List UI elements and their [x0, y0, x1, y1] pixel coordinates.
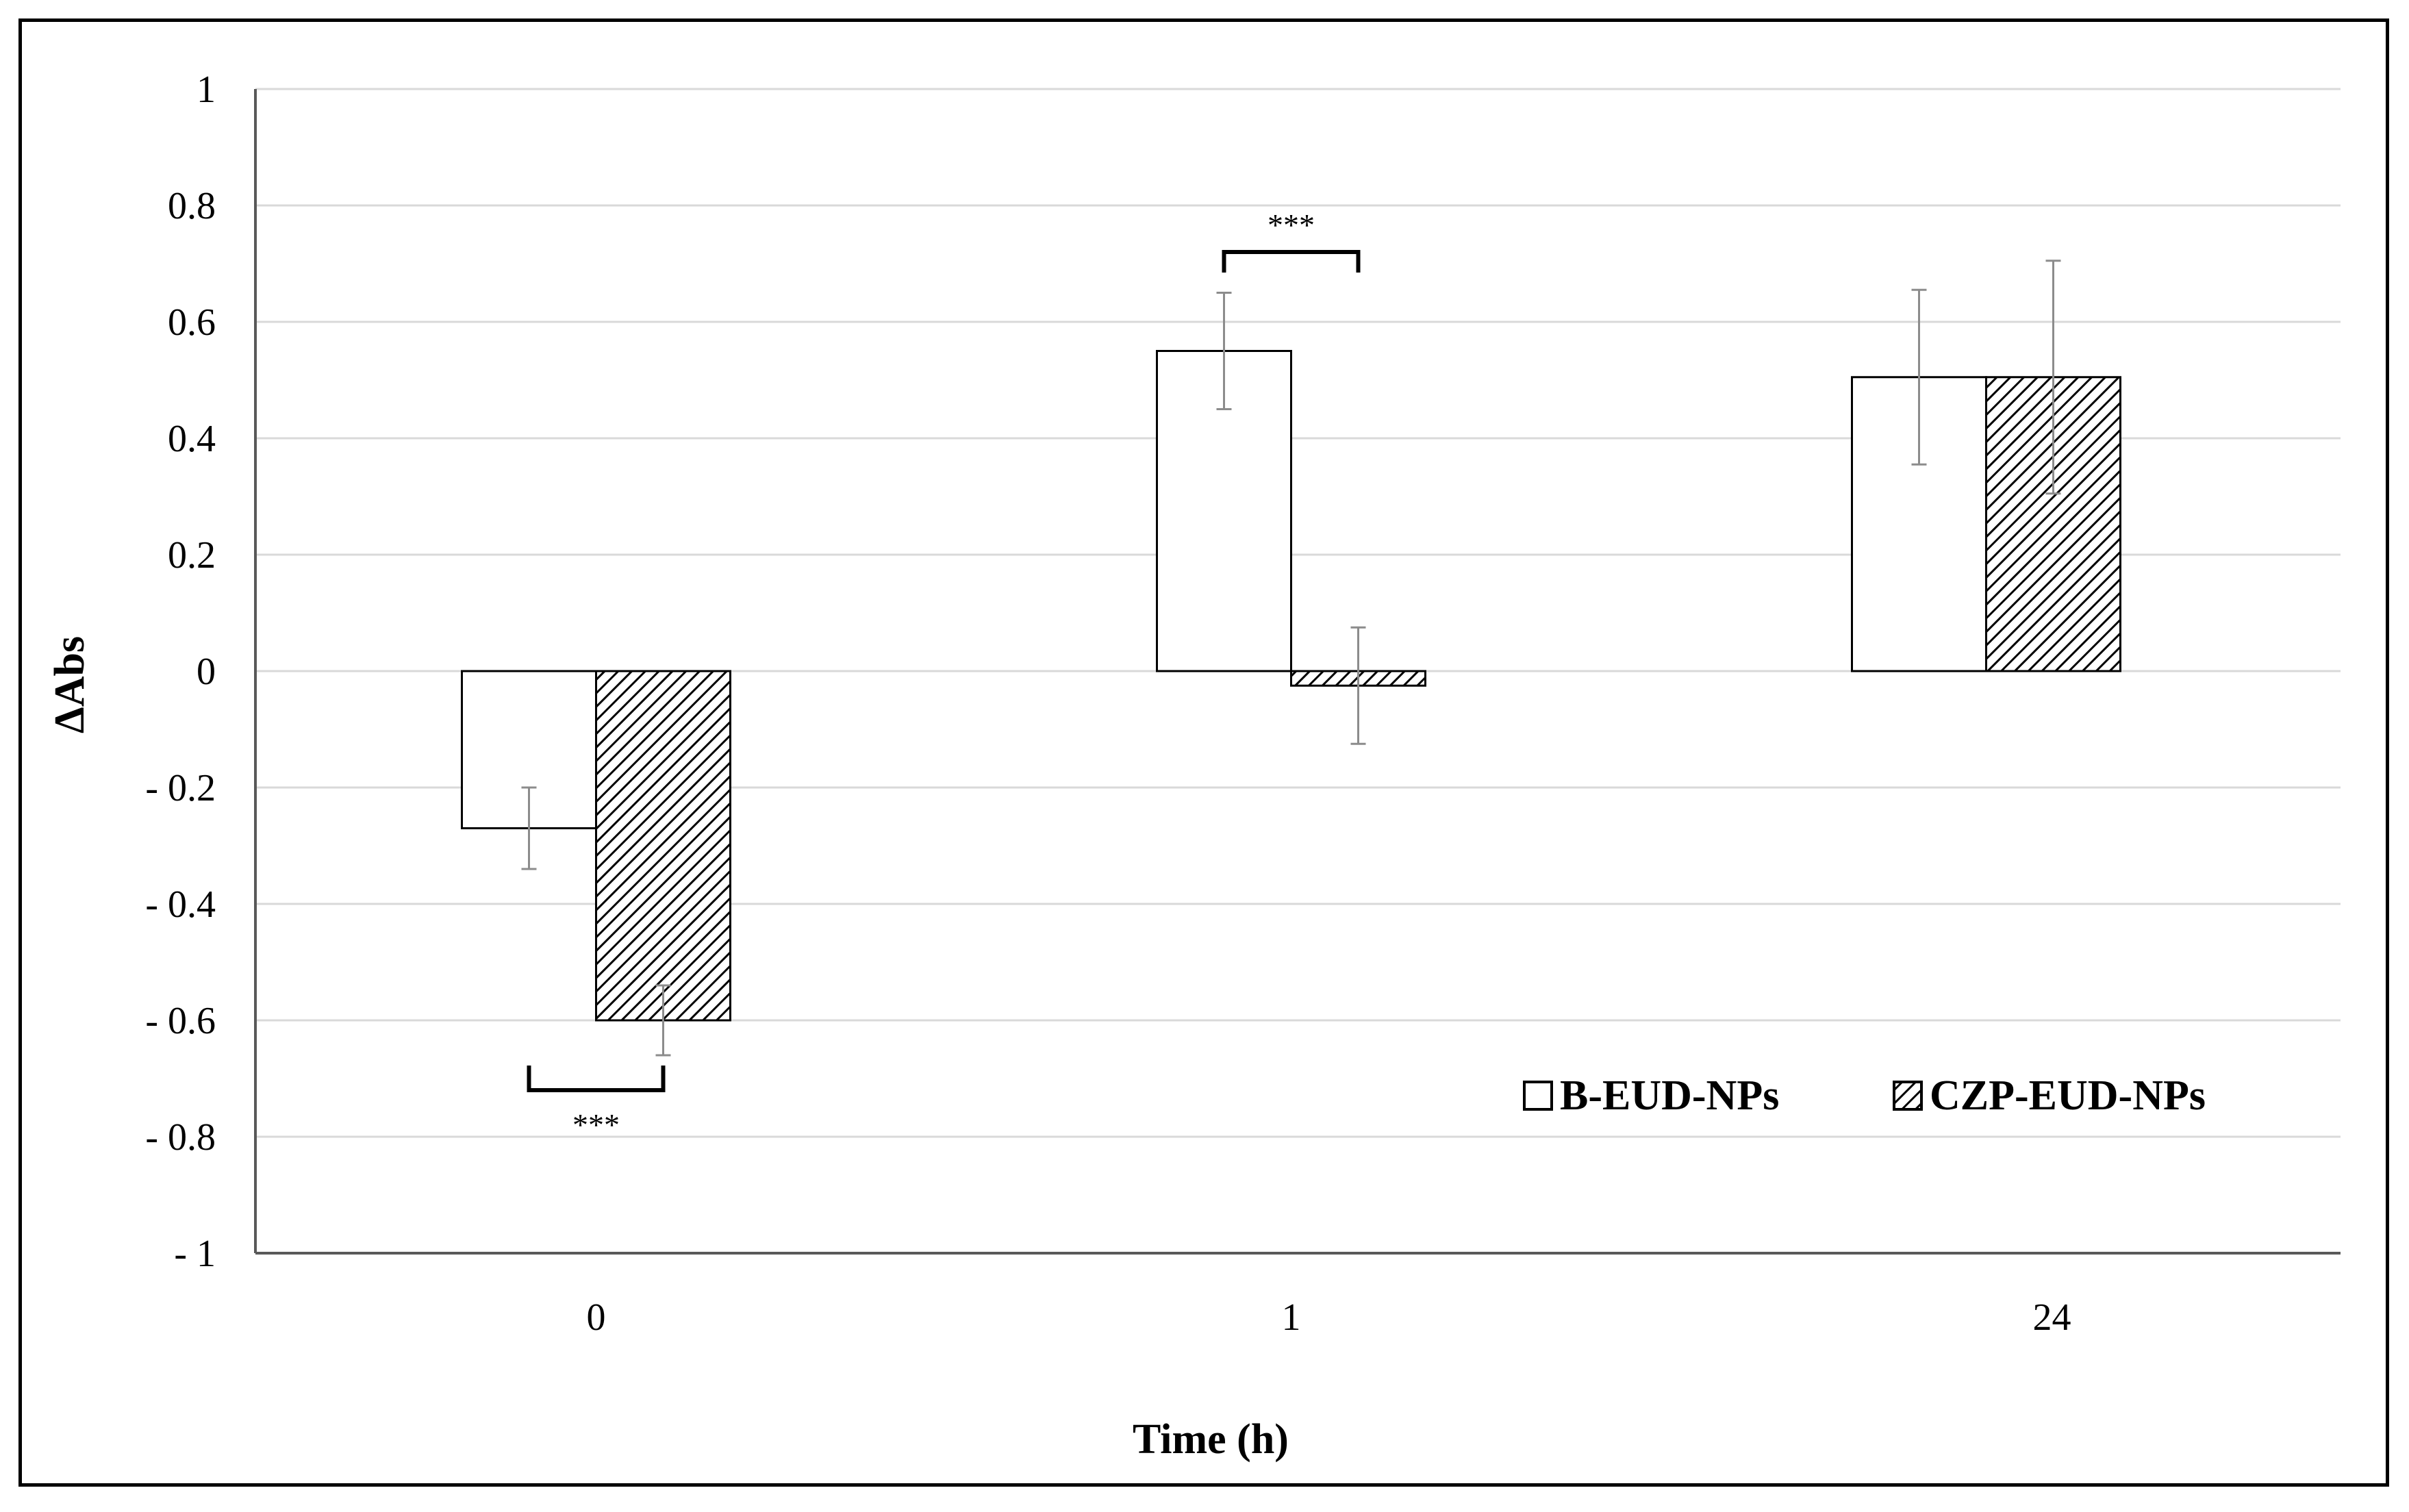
bar-b-eud-nps	[1156, 350, 1292, 672]
legend-swatch-b-eud-nps	[1523, 1081, 1553, 1111]
x-tick-label: 0	[587, 1296, 606, 1339]
y-tick-labels: 1 0.8 0.6 0.4 0.2 0 - 0.2 - 0.4 - 0.6 - 0.8 - 1	[145, 68, 216, 1275]
y-tick-label: - 0.4	[145, 883, 216, 926]
legend-swatch-czp-eud-nps	[1893, 1081, 1923, 1111]
x-tick-label: 1	[1282, 1296, 1301, 1339]
legend: B-EUD-NPs CZP-EUD-NPs	[1523, 1072, 2206, 1119]
legend-label-b-eud-nps: B-EUD-NPs	[1560, 1072, 1779, 1119]
significance-markers: *** ***	[527, 207, 1361, 1142]
y-tick-label: 0.2	[168, 534, 216, 577]
y-tick-label: - 0.6	[145, 1000, 216, 1042]
y-tick-label: 0	[197, 651, 216, 693]
significance-bracket	[1222, 250, 1361, 273]
y-tick-label: - 1	[174, 1233, 216, 1275]
y-tick-label: 0.6	[168, 301, 216, 344]
y-tick-label: - 0.8	[145, 1116, 216, 1159]
y-tick-label: 0.8	[168, 185, 216, 227]
significance-label: ***	[1267, 207, 1315, 242]
x-axis-title: Time (h)	[1133, 1416, 1289, 1463]
y-tick-label: 0.4	[168, 418, 216, 460]
y-tick-label: - 0.2	[145, 767, 216, 809]
significance-label: ***	[572, 1107, 620, 1142]
legend-label-czp-eud-nps: CZP-EUD-NPs	[1930, 1072, 2206, 1119]
significance-bracket	[527, 1066, 666, 1092]
error-bars	[521, 260, 2061, 1057]
bar-czp-eud-nps	[595, 670, 731, 1022]
legend-item-czp-eud-nps: CZP-EUD-NPs	[1893, 1072, 2206, 1119]
legend-item-b-eud-nps: B-EUD-NPs	[1523, 1072, 1779, 1119]
chart-frame	[18, 18, 2389, 1487]
axes	[254, 89, 2341, 1255]
bars	[461, 350, 2121, 1022]
y-axis-title: ΔAbs	[47, 636, 93, 733]
x-tick-labels: 0 1 24	[587, 1296, 2071, 1339]
y-tick-label: 1	[197, 68, 216, 111]
x-tick-label: 24	[2033, 1296, 2071, 1339]
